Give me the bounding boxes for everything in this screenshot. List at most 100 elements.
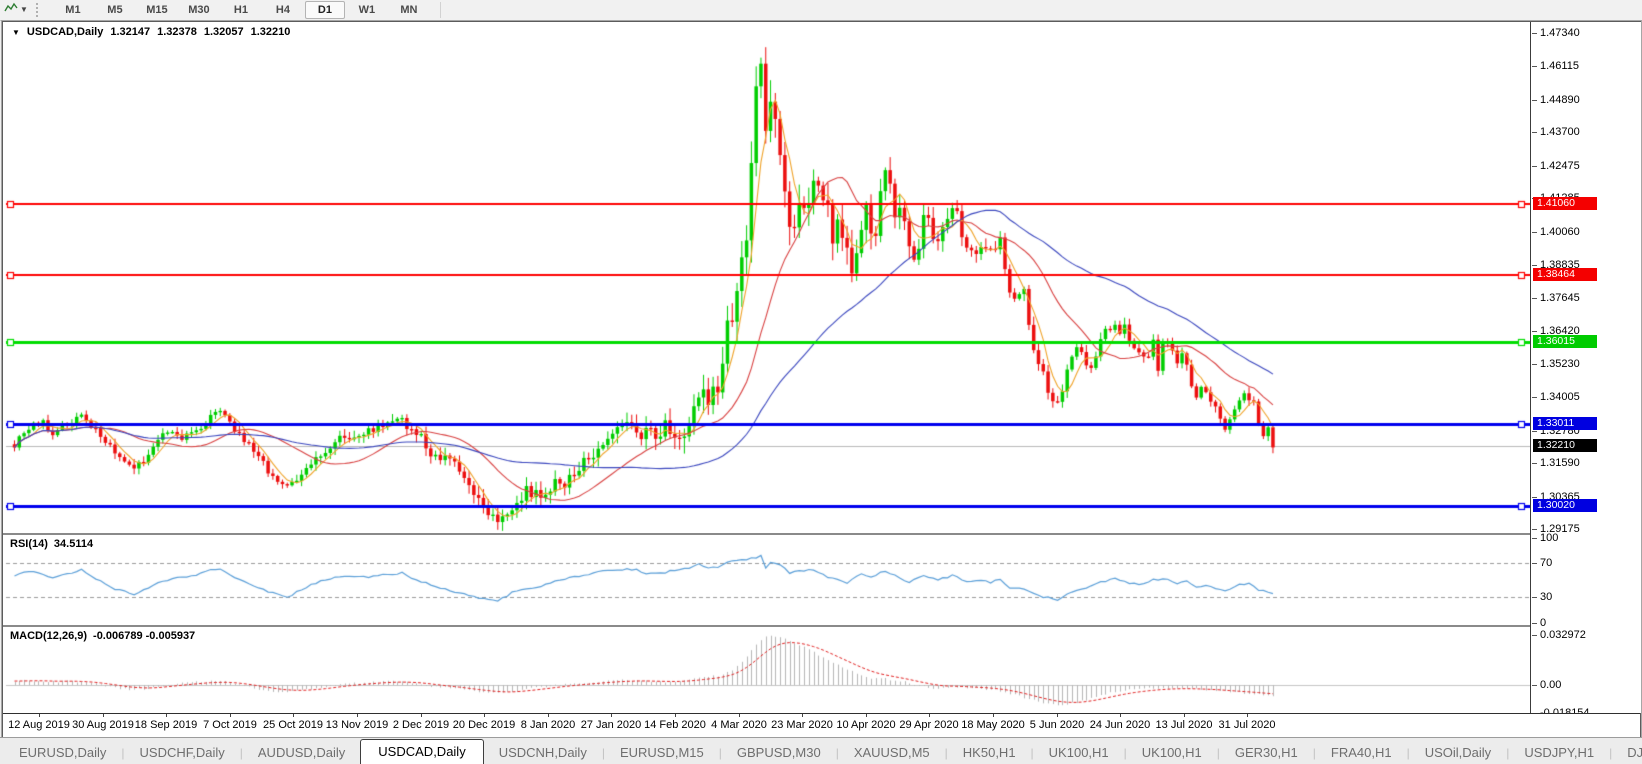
price-tick-label: 1.31590 [1540, 457, 1580, 469]
chart-tab-uk100-h1[interactable]: UK100,H1 [1141, 745, 1202, 760]
date-tick-mark [166, 714, 167, 717]
macd-values: -0.006789 -0.005937 [93, 630, 196, 642]
chart-line-icon [4, 1, 18, 19]
rsi-name: RSI(14) [10, 538, 48, 550]
rsi-label: RSI(14) 34.5114 [10, 538, 93, 550]
chart-tab-audusd-daily[interactable]: AUDUSD,Daily [257, 745, 346, 760]
current-price-label: 1.32210 [1533, 439, 1597, 452]
chart-tab-usdchf-daily[interactable]: USDCHF,Daily [139, 745, 225, 760]
chart-tab-usdcad-daily[interactable]: USDCAD,Daily [360, 739, 484, 764]
chevron-down-icon: ▼ [20, 5, 28, 14]
chart-window: ▼ USDCAD,Daily 1.32147 1.32378 1.32057 1… [1, 20, 1642, 739]
panel-divider[interactable] [3, 533, 1640, 535]
rsi-canvas[interactable] [3, 535, 1530, 625]
axis-tick-mark [1532, 463, 1537, 464]
axis-tick-mark [1532, 497, 1537, 498]
timeframe-button-d1[interactable]: D1 [304, 1, 345, 19]
date-tick-mark [1247, 714, 1248, 717]
price-tick-label: 1.36420 [1540, 325, 1580, 337]
date-label: 14 Feb 2020 [644, 719, 706, 731]
tab-divider: | [121, 746, 125, 760]
axis-tick-mark [1532, 635, 1537, 636]
chart-tab-eurusd-daily[interactable]: EURUSD,Daily [19, 745, 107, 760]
axis-tick-mark [1532, 538, 1537, 539]
macd-name: MACD(12,26,9) [10, 630, 88, 642]
date-tick-mark [1120, 714, 1121, 717]
date-label: 7 Oct 2019 [203, 719, 257, 731]
panel-divider[interactable] [3, 625, 1640, 627]
date-tick-mark [293, 714, 294, 717]
chart-tab-fra40-h1[interactable]: FRA40,H1 [1330, 745, 1392, 760]
date-label: 23 Mar 2020 [771, 719, 833, 731]
date-label: 31 Jul 2020 [1218, 719, 1276, 731]
line-price-label: 1.30020 [1533, 499, 1597, 512]
timeframe-button-m30[interactable]: M30 [188, 4, 210, 16]
macd-tick-label: 0.00 [1540, 679, 1562, 691]
main-chart-canvas[interactable] [3, 22, 1530, 533]
timeframe-button-m1[interactable]: M1 [65, 4, 81, 16]
time-axis[interactable]: 12 Aug 2019 30 Aug 2019 18 Sep 2019 7 Oct 2… [3, 713, 1640, 738]
chart-tab-eurusd-m15[interactable]: EURUSD,M15 [619, 745, 704, 760]
toolbar-grip-handle[interactable] [35, 3, 44, 17]
axis-tick-mark [1532, 298, 1537, 299]
timeframe-button-mn[interactable]: MN [400, 4, 418, 16]
chart-mode-button[interactable]: ▼ [0, 1, 34, 19]
chart-tab-gbpusd-m30[interactable]: GBPUSD,M30 [736, 745, 821, 760]
chart-tab-ger30-h1[interactable]: GER30,H1 [1234, 745, 1298, 760]
date-tick-mark [866, 714, 867, 717]
rsi-tick-label: 0 [1540, 617, 1547, 629]
price-tick-label: 1.44890 [1540, 94, 1580, 106]
price-tick-label: 1.34005 [1540, 391, 1580, 403]
chart-tab-uk100-h1[interactable]: UK100,H1 [1048, 745, 1109, 760]
axis-tick-mark [1532, 331, 1537, 332]
rsi-tick-label: 70 [1540, 557, 1553, 569]
macd-tick-label: 0.032972 [1540, 629, 1586, 641]
timeframe-button-m5[interactable]: M5 [107, 4, 123, 16]
timeframe-button-h4[interactable]: H4 [275, 4, 290, 16]
chart-tab-dj30-daily[interactable]: DJ30,Daily [1627, 745, 1642, 760]
date-tick-mark [739, 714, 740, 717]
chart-tab-usdcnh-daily[interactable]: USDCNH,Daily [498, 745, 587, 760]
price-tick-label: 1.40060 [1540, 226, 1580, 238]
date-tick-mark [802, 714, 803, 717]
date-label: 2 Dec 2019 [392, 719, 450, 731]
price-axis[interactable]: 1.473401.461151.448901.437001.424751.412… [1530, 22, 1641, 719]
symbol-dropdown-icon[interactable]: ▼ [12, 27, 20, 37]
macd-canvas[interactable] [3, 627, 1530, 713]
date-tick-mark [230, 714, 231, 717]
chart-tab-xauusd-m5[interactable]: XAUUSD,M5 [853, 745, 930, 760]
line-price-label: 1.38464 [1533, 268, 1597, 281]
chart-tab-usdjpy-h1[interactable]: USDJPY,H1 [1524, 745, 1595, 760]
tab-divider: | [1216, 746, 1220, 760]
axis-tick-mark [1532, 597, 1537, 598]
date-label: 30 Aug 2019 [72, 719, 134, 731]
date-tick-mark [611, 714, 612, 717]
tab-divider: | [601, 746, 605, 760]
chart-tab-usoil-daily[interactable]: USOil,Daily [1424, 745, 1492, 760]
date-label: 5 Jun 2020 [1029, 719, 1085, 731]
chart-tab-hk50-h1[interactable]: HK50,H1 [962, 745, 1016, 760]
timeframe-button-h1[interactable]: H1 [233, 4, 248, 16]
date-tick-mark [103, 714, 104, 717]
ohlc-low: 1.32057 [203, 26, 244, 38]
date-label: 25 Oct 2019 [263, 719, 323, 731]
timeframe-button-m15[interactable]: M15 [146, 4, 168, 16]
toolbar-separator [439, 2, 441, 18]
rsi-tick-label: 100 [1540, 532, 1559, 544]
tab-divider: | [944, 746, 948, 760]
rsi-value: 34.5114 [53, 538, 94, 550]
date-tick-mark [357, 714, 358, 717]
tab-divider: | [239, 746, 243, 760]
date-label: 12 Aug 2019 [8, 719, 70, 731]
date-label: 18 Sep 2019 [134, 719, 198, 731]
macd-label: MACD(12,26,9) -0.006789 -0.005937 [10, 630, 195, 642]
line-price-label: 1.33011 [1533, 417, 1597, 430]
axis-tick-mark [1532, 563, 1537, 564]
chart-symbol-label: USDCAD,Daily [26, 26, 104, 38]
date-tick-mark [421, 714, 422, 717]
tab-divider: | [1030, 746, 1034, 760]
timeframe-button-w1[interactable]: W1 [358, 4, 376, 16]
axis-tick-mark [1532, 364, 1537, 365]
date-tick-mark [675, 714, 676, 717]
